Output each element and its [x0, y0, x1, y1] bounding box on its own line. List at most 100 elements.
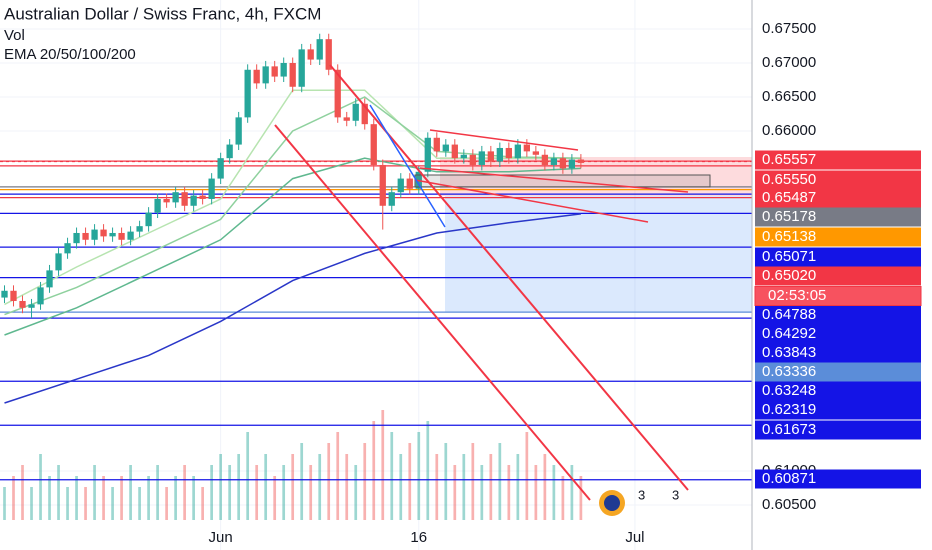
x-axis: Jun 16 Jul [209, 529, 645, 546]
volume-bar [84, 487, 87, 520]
price-tag [755, 227, 921, 247]
price-tag [755, 324, 921, 344]
price-tag-label: 0.60871 [762, 470, 816, 487]
volume-bar [327, 443, 331, 520]
candle-body [19, 300, 26, 308]
wedge-line [429, 129, 579, 151]
candle-body [73, 232, 80, 244]
candle-body [154, 198, 161, 213]
y-tick-label: 0.66000 [762, 122, 816, 139]
price-tag-label: 0.62319 [762, 401, 816, 418]
price-tag-label: 0.65178 [762, 208, 816, 225]
candle-body [343, 117, 350, 121]
price-tag [755, 305, 921, 325]
target-zone [445, 196, 752, 312]
candle-body [127, 231, 134, 240]
volume-bar [399, 454, 403, 520]
chart-title: Australian Dollar / Swiss Franc, 4h, FXC… [4, 4, 321, 23]
price-tag [755, 188, 921, 208]
candle-body [145, 212, 152, 227]
candle-body [514, 144, 521, 159]
volume-bar [120, 476, 123, 520]
candle-body [478, 151, 485, 165]
price-tag [755, 170, 921, 190]
candle-body [190, 195, 197, 206]
volume-bar [219, 454, 222, 520]
price-tag [755, 343, 921, 363]
candle-body [487, 151, 494, 162]
volume-bar [300, 443, 304, 520]
candle-body [109, 232, 116, 237]
candle-body [352, 103, 359, 121]
candle-body [451, 144, 458, 159]
x-tick-label: 16 [410, 529, 427, 546]
volume-bar [93, 465, 96, 520]
volume-bar [246, 432, 250, 520]
volume-bar [264, 454, 268, 520]
volume-bar [66, 487, 69, 520]
ema-label: EMA 20/50/100/200 [4, 46, 136, 63]
candle-body [172, 192, 179, 203]
volume-bar [435, 454, 439, 520]
candle-body [523, 144, 531, 152]
candle-body [235, 117, 242, 145]
volume-bar [39, 454, 42, 520]
candle-body [460, 154, 467, 159]
candle-body [244, 69, 251, 118]
volume-bar [390, 432, 394, 520]
price-tag [755, 469, 921, 489]
candle-body [424, 137, 431, 172]
ema-line [4, 213, 581, 404]
candle-body [100, 229, 107, 237]
price-tag [755, 266, 921, 286]
candle-body [442, 144, 449, 152]
price-tag [755, 362, 921, 382]
volume-bar [147, 476, 150, 520]
volume-bar [543, 454, 547, 520]
volume-bar [516, 454, 520, 520]
price-tag-label: 0.63336 [762, 363, 816, 380]
price-tag [755, 207, 921, 227]
volume-bar [210, 465, 213, 520]
volume-bar [534, 465, 538, 520]
drawings [274, 64, 711, 501]
price-tag-label: 0.63248 [762, 382, 816, 399]
volume-bar [453, 465, 457, 520]
volume-bar [372, 421, 376, 520]
candle-body [334, 69, 341, 118]
volume-bar [3, 487, 6, 520]
logo-flag [604, 495, 620, 511]
candle-body [496, 147, 503, 162]
volume-bar [273, 476, 277, 520]
candle-body [37, 287, 44, 305]
candle-body [289, 62, 296, 87]
price-tag [755, 247, 921, 267]
candle-body [253, 69, 260, 84]
y-tick-label: 0.67500 [762, 20, 816, 37]
trend-line [369, 104, 446, 228]
volume-bar [30, 487, 33, 520]
volume-bar [12, 476, 15, 520]
candle-body [262, 66, 269, 84]
channel-line [274, 124, 591, 501]
candle-body [532, 151, 540, 155]
volume-bar [21, 465, 24, 520]
candle-body [379, 164, 386, 206]
countdown-tag [754, 286, 922, 306]
price-tag-label: 0.65550 [762, 171, 816, 188]
wedge-line [414, 179, 649, 223]
price-tag [755, 400, 921, 420]
volume-bar [408, 443, 412, 520]
volume-bar [174, 476, 177, 520]
volume-bar [507, 465, 511, 520]
price-tag-label: 0.65020 [762, 267, 816, 284]
volume-bar [381, 410, 385, 520]
candle-body [46, 270, 53, 288]
price-tag-label: 0.65138 [762, 228, 816, 245]
volume-bar [444, 443, 448, 520]
candle-body [307, 49, 314, 60]
volume-bar [363, 443, 367, 520]
volume-bar [255, 465, 259, 520]
volume-bar [183, 465, 186, 520]
